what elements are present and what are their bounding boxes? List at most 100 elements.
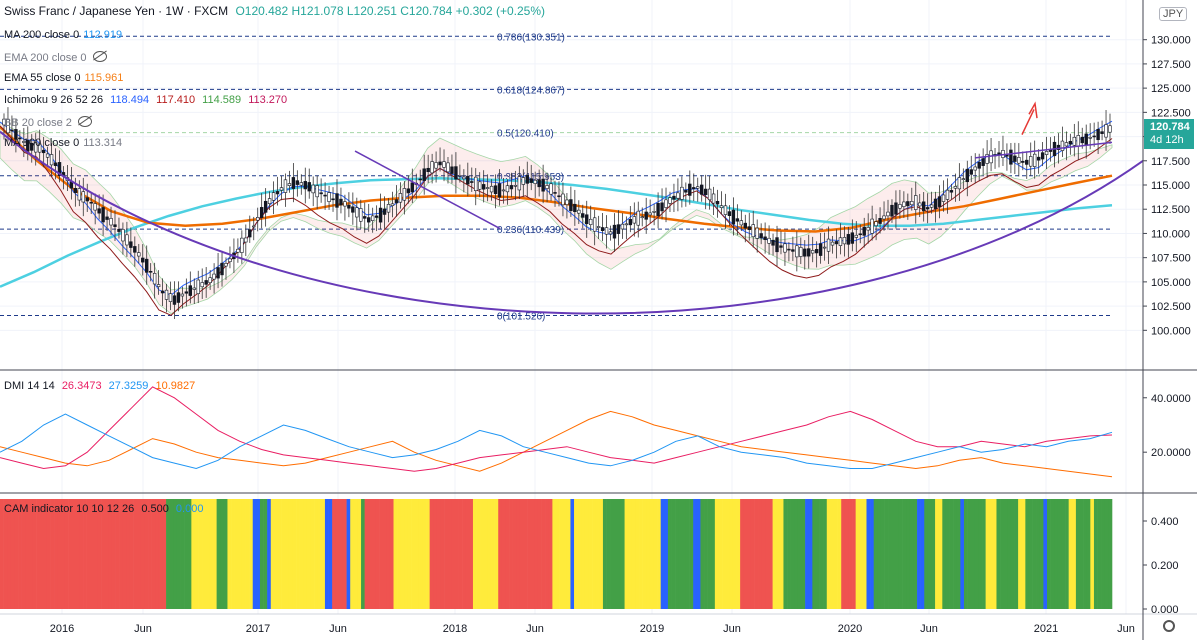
candle-body	[573, 203, 577, 213]
candle	[509, 172, 514, 198]
legend-ma100[interactable]: MA 100 close 0 113.314	[4, 137, 123, 149]
cam-bar	[361, 499, 365, 609]
cam-y-tick-label: 0.000	[1151, 604, 1179, 616]
cam-bar	[137, 499, 142, 609]
symbol-title[interactable]: Swiss Franc / Japanese Yen · 1W · FXCM	[4, 4, 229, 18]
candle-body	[501, 189, 506, 192]
cam-bar	[292, 499, 297, 609]
legend-ema55[interactable]: EMA 55 close 0 115.961	[4, 72, 124, 84]
candle-body	[715, 200, 720, 205]
candle-body	[953, 186, 958, 189]
cam-bar	[895, 499, 900, 609]
candle	[660, 188, 664, 220]
y-tick-label: 107.500	[1151, 253, 1191, 265]
cam-bar	[483, 499, 488, 609]
candle-body	[37, 143, 42, 153]
cam-bar	[512, 499, 517, 609]
candle	[573, 189, 577, 226]
legend-cam[interactable]: CAM indicator 10 10 12 26 0.500 0.000	[4, 503, 204, 515]
candle-body	[192, 287, 196, 290]
candle-body	[545, 185, 549, 189]
candle-body	[1096, 128, 1100, 141]
candle-body	[378, 207, 383, 223]
legend-ichimoku[interactable]: Ichimoku 9 26 52 26 118.494 117.410 114.…	[4, 94, 288, 106]
candle-body	[878, 218, 882, 224]
cam-bar	[39, 499, 44, 609]
fib-label: 0.236(110.439)	[497, 225, 564, 236]
candle-body	[347, 204, 351, 209]
y-tick-label: 130.000	[1151, 35, 1191, 47]
cam-bar	[556, 499, 560, 609]
candle-body	[688, 183, 692, 196]
cam-bar	[667, 499, 672, 609]
cam-bar	[386, 499, 391, 609]
candle-body	[787, 248, 791, 251]
candle-body	[1092, 135, 1096, 138]
cam-bar	[415, 499, 420, 609]
cam-bar	[610, 499, 615, 609]
cam-bar	[754, 499, 759, 609]
gear-icon[interactable]	[1163, 620, 1175, 632]
cam-bar	[1083, 499, 1088, 609]
candle	[438, 147, 442, 172]
candle-body	[41, 149, 46, 154]
candle-body	[2, 118, 6, 126]
candle-body	[814, 249, 819, 254]
candle	[77, 180, 82, 207]
candle	[517, 166, 522, 200]
candle	[795, 231, 799, 272]
currency-badge[interactable]: JPY	[1159, 7, 1188, 21]
cam-bar	[714, 499, 719, 609]
legend-ma200[interactable]: MA 200 close 0 112.919	[4, 29, 123, 41]
cam-bar	[86, 499, 91, 609]
candle	[10, 115, 14, 144]
candle	[854, 221, 858, 252]
cam-bar	[169, 499, 174, 609]
cam-bar	[1090, 499, 1095, 609]
candle	[759, 223, 763, 245]
candle	[949, 183, 954, 200]
cam-bar	[866, 499, 871, 609]
candle-body	[73, 188, 78, 193]
candle-body	[224, 263, 228, 267]
legend-bb[interactable]: BB 20 close 2	[4, 115, 96, 130]
cam-bar	[595, 499, 600, 609]
candle-body	[410, 182, 415, 193]
cam-bar	[491, 499, 495, 609]
cam-bar	[498, 499, 503, 609]
dmi-y-tick-label: 20.0000	[1151, 447, 1191, 459]
cam-bar	[859, 499, 864, 609]
candle	[172, 281, 177, 319]
candle	[787, 242, 791, 262]
hidden-eye-icon[interactable]	[92, 51, 107, 62]
candle	[890, 199, 894, 223]
candle-body	[1100, 131, 1104, 134]
price-badge: 120.784 4d 12h	[1144, 119, 1194, 149]
cam-bar	[220, 499, 225, 609]
candle	[822, 232, 827, 261]
cam-bar	[285, 499, 290, 609]
cam-bar	[447, 499, 452, 609]
cam-bar	[852, 499, 856, 609]
cam-bar	[675, 499, 680, 609]
candle	[1009, 142, 1013, 174]
cam-bar	[880, 499, 885, 609]
hidden-eye-icon[interactable]	[77, 116, 92, 127]
candle	[791, 236, 795, 262]
candle	[244, 224, 248, 257]
candle	[1104, 110, 1108, 151]
y-tick-label: 122.500	[1151, 107, 1191, 119]
legend-dmi[interactable]: DMI 14 14 26.3473 27.3259 10.9827	[4, 380, 196, 392]
candle	[739, 210, 744, 232]
legend-ema200[interactable]: EMA 200 close 0	[4, 50, 111, 65]
candle-body	[759, 233, 763, 239]
candle	[727, 205, 732, 227]
candle	[267, 191, 272, 211]
cam-bar	[487, 499, 492, 609]
candle-body	[259, 207, 264, 218]
candle-body	[763, 236, 767, 240]
candle-body	[228, 258, 232, 263]
cam-bar	[148, 499, 152, 609]
